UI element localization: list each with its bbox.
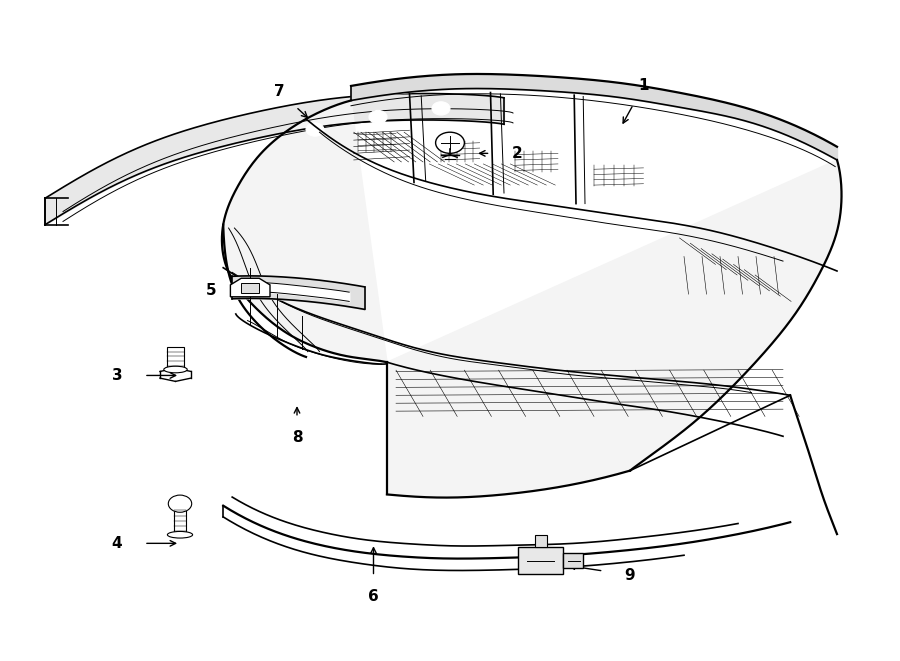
Text: 6: 6 — [368, 589, 379, 603]
Text: 8: 8 — [292, 430, 302, 445]
Bar — [518, 547, 563, 574]
Circle shape — [168, 495, 192, 512]
Bar — [535, 535, 547, 547]
Bar — [174, 506, 186, 533]
Circle shape — [306, 123, 324, 136]
Polygon shape — [222, 100, 842, 498]
Circle shape — [436, 132, 464, 153]
Ellipse shape — [164, 366, 187, 373]
Text: 5: 5 — [206, 284, 217, 298]
Polygon shape — [230, 278, 270, 297]
Circle shape — [369, 110, 387, 124]
Text: 4: 4 — [112, 536, 122, 551]
Text: 9: 9 — [625, 568, 635, 582]
Bar — [563, 553, 583, 568]
Text: 1: 1 — [638, 79, 649, 93]
Bar — [167, 347, 184, 368]
Bar — [241, 283, 259, 293]
Text: 7: 7 — [274, 84, 284, 98]
Text: 3: 3 — [112, 368, 122, 383]
Circle shape — [432, 102, 450, 115]
Ellipse shape — [167, 531, 193, 538]
Text: 2: 2 — [512, 146, 523, 161]
